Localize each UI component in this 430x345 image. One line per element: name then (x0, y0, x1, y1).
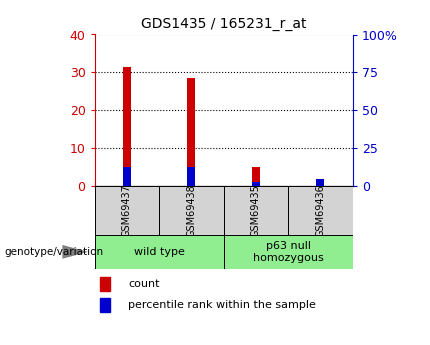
Bar (159, 186, 224, 235)
Bar (187, 78, 195, 186)
Bar (224, 235, 353, 269)
Bar (316, 179, 324, 186)
Bar (100, 277, 110, 292)
Title: GDS1435 / 165231_r_at: GDS1435 / 165231_r_at (141, 17, 306, 31)
Bar (95, 235, 224, 269)
Bar (123, 67, 131, 186)
Bar (187, 167, 195, 186)
Text: GSM69437: GSM69437 (122, 184, 132, 237)
Text: GSM69435: GSM69435 (251, 184, 261, 237)
Bar (95, 186, 159, 235)
Polygon shape (62, 245, 88, 259)
Bar (123, 167, 131, 186)
Bar (100, 298, 110, 312)
Text: GSM69436: GSM69436 (315, 184, 326, 237)
Bar (252, 182, 260, 186)
Text: count: count (128, 279, 160, 289)
Bar (288, 186, 353, 235)
Text: genotype/variation: genotype/variation (4, 247, 104, 257)
Bar (252, 167, 260, 186)
Text: percentile rank within the sample: percentile rank within the sample (128, 300, 316, 310)
Text: p63 null
homozygous: p63 null homozygous (253, 241, 323, 263)
Text: wild type: wild type (134, 247, 184, 257)
Text: GSM69438: GSM69438 (186, 184, 197, 237)
Bar (224, 186, 288, 235)
Bar (316, 179, 324, 186)
